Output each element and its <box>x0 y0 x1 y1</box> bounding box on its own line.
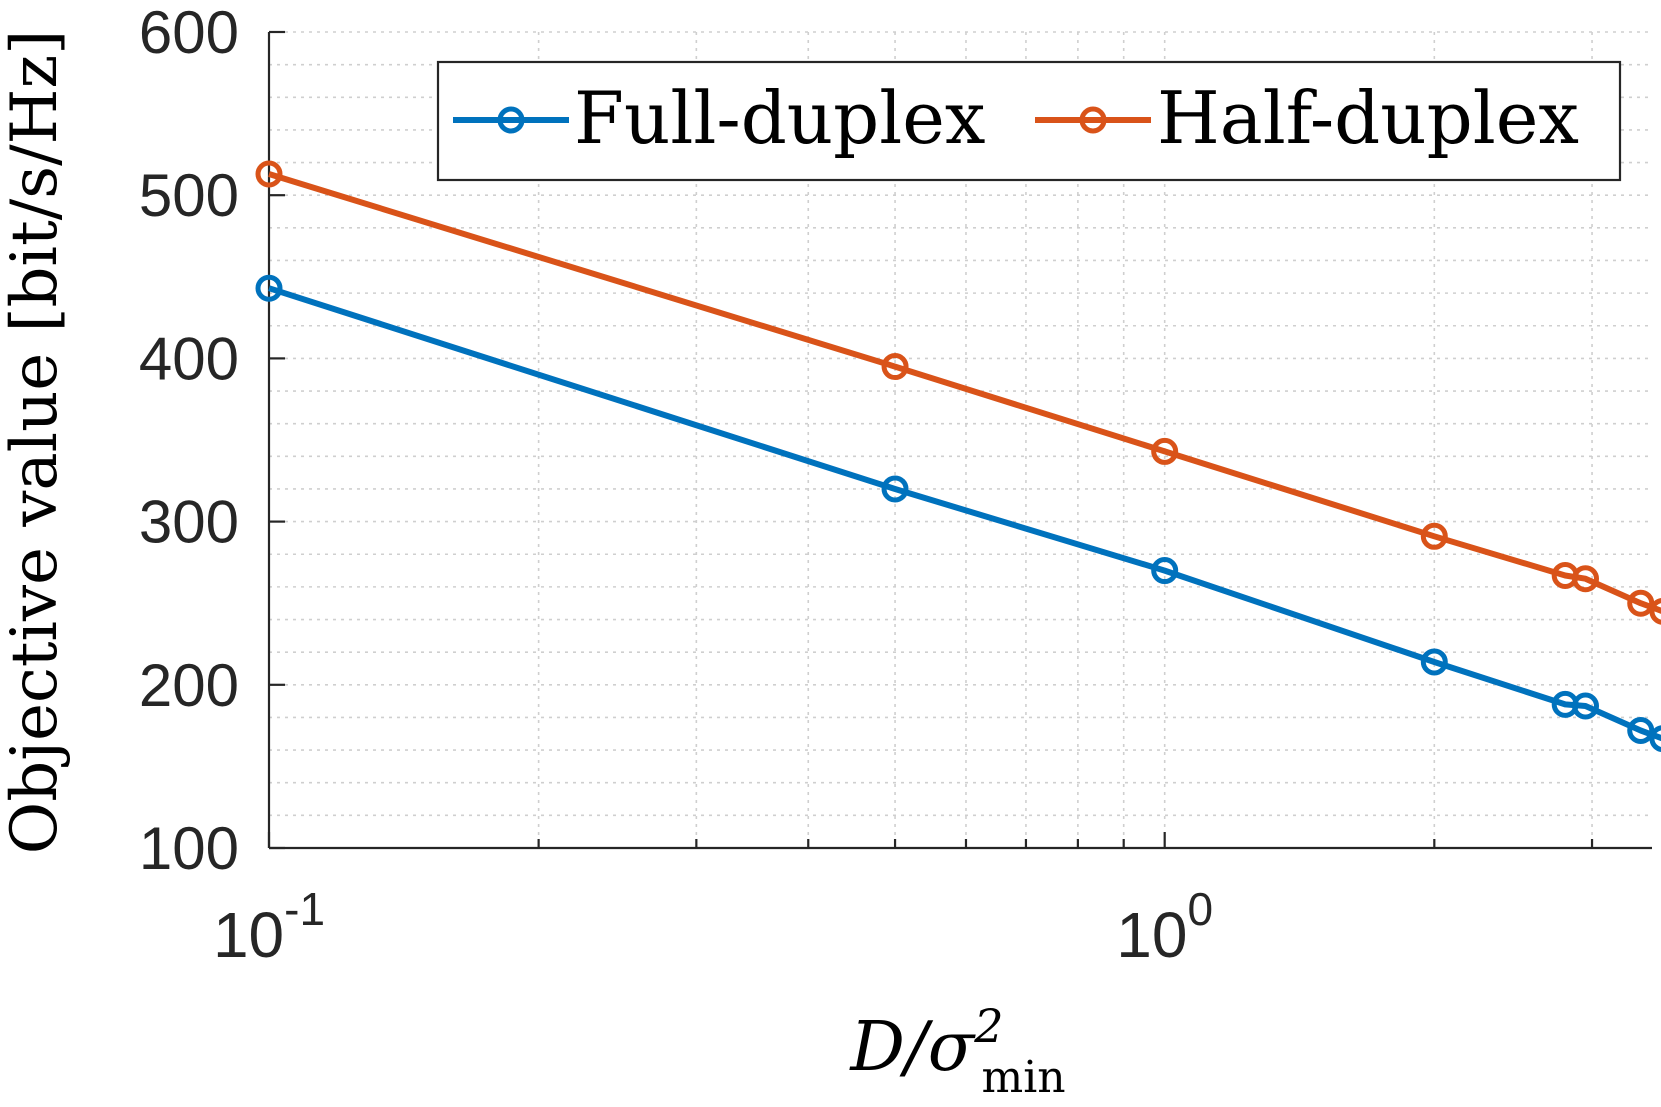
y-tick-label: 100 <box>139 815 239 882</box>
series-line-half-duplex <box>268 171 1661 614</box>
legend-item-full-duplex: Full-duplex <box>453 76 986 160</box>
x-axis-label-sup: 2 <box>973 999 1003 1053</box>
x-axis-label: D/σ2 min <box>848 999 1065 1103</box>
x-axis-label-main: D/σ <box>848 1008 975 1087</box>
data-point-half-duplex <box>1571 565 1599 593</box>
legend: Full-duplex Half-duplex <box>436 60 1622 182</box>
x-tick-base: 10 <box>1116 899 1187 971</box>
y-tick-label: 300 <box>139 489 239 556</box>
y-ticks: 100 200 300 400 500 600 <box>139 0 285 882</box>
axes <box>267 32 1652 850</box>
data-point-full-duplex <box>1571 692 1599 720</box>
y-tick-label: 600 <box>139 0 239 66</box>
y-tick-label: 200 <box>139 652 239 719</box>
legend-label-half-duplex: Half-duplex <box>1157 76 1579 160</box>
y-tick-label: 400 <box>139 325 239 392</box>
data-point-half-duplex <box>1420 522 1448 550</box>
data-point-full-duplex <box>255 274 283 302</box>
data-point-half-duplex <box>881 353 909 381</box>
data-point-full-duplex <box>881 475 909 503</box>
x-tick-base: 10 <box>213 899 284 971</box>
data-point-full-duplex <box>1627 716 1655 744</box>
data-point-full-duplex <box>1151 557 1179 585</box>
data-point-half-duplex <box>1649 598 1661 625</box>
legend-box <box>436 60 1622 182</box>
x-tick-exponent: 0 <box>1187 883 1213 935</box>
legend-marker-full-duplex <box>497 106 525 134</box>
legend-item-half-duplex: Half-duplex <box>1035 76 1579 160</box>
data-point-half-duplex <box>1151 437 1179 465</box>
series-half-duplex <box>255 160 1661 625</box>
series-line-full-duplex <box>268 285 1661 742</box>
x-tick-label: 10-1 <box>213 883 325 971</box>
data-point-half-duplex <box>255 160 283 188</box>
series-full-duplex <box>255 274 1661 753</box>
legend-label-full-duplex: Full-duplex <box>574 76 986 160</box>
x-tick-label: 100 <box>1116 883 1213 971</box>
x-ticks: 10-1 100 <box>213 883 1213 971</box>
y-axis-label: Objective value [bit/s/Hz] <box>0 30 72 854</box>
data-point-full-duplex <box>1420 648 1448 676</box>
series-group <box>255 160 1661 753</box>
legend-marker-half-duplex <box>1079 106 1107 134</box>
data-point-half-duplex <box>1627 589 1655 617</box>
x-axis-label-sub: min <box>982 1052 1066 1103</box>
y-tick-label: 500 <box>139 162 239 229</box>
x-tick-exponent: -1 <box>284 883 325 935</box>
data-point-full-duplex <box>1649 725 1661 753</box>
